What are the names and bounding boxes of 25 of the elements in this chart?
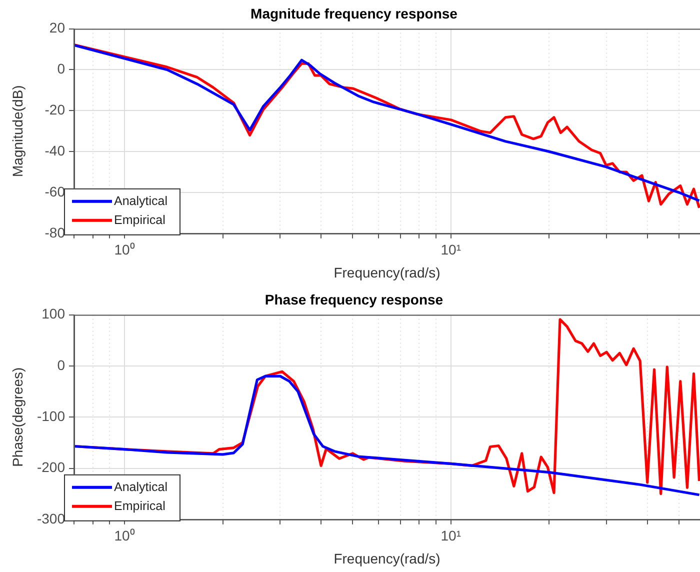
y-tick-label: -80 (44, 224, 66, 240)
x-tick-label: 10⁰ (114, 528, 135, 544)
chart-title: Phase frequency response (264, 291, 444, 308)
x-axis-title: Frequency(rad/s) (334, 264, 440, 280)
x-tick-label: 10¹ (440, 242, 462, 258)
legend-label: Empirical (114, 212, 166, 227)
x-tick-label: 10⁰ (114, 242, 135, 258)
y-tick-label: -100 (36, 408, 66, 424)
chart-title: Magnitude frequency response (250, 5, 458, 22)
y-tick-label: -200 (36, 459, 66, 476)
y-tick-label: -40 (44, 142, 66, 158)
legend-label: Analytical (114, 480, 168, 494)
y-tick-label: 100 (42, 306, 66, 322)
y-tick-label: 0 (57, 356, 66, 373)
y-axis-title: Magnitude(dB) (9, 85, 26, 178)
y-tick-label: 20 (49, 20, 66, 36)
y-tick-label: -60 (44, 183, 66, 200)
legend-label: Empirical (114, 498, 166, 513)
y-tick-label: -300 (36, 510, 66, 526)
x-tick-label: 10¹ (440, 528, 462, 544)
y-tick-label: 0 (57, 60, 66, 77)
x-axis-title: Frequency(rad/s) (334, 550, 440, 566)
legend-label: Analytical (114, 194, 168, 208)
y-axis-title: Phase(degrees) (9, 367, 26, 467)
y-tick-label: -20 (44, 102, 66, 118)
